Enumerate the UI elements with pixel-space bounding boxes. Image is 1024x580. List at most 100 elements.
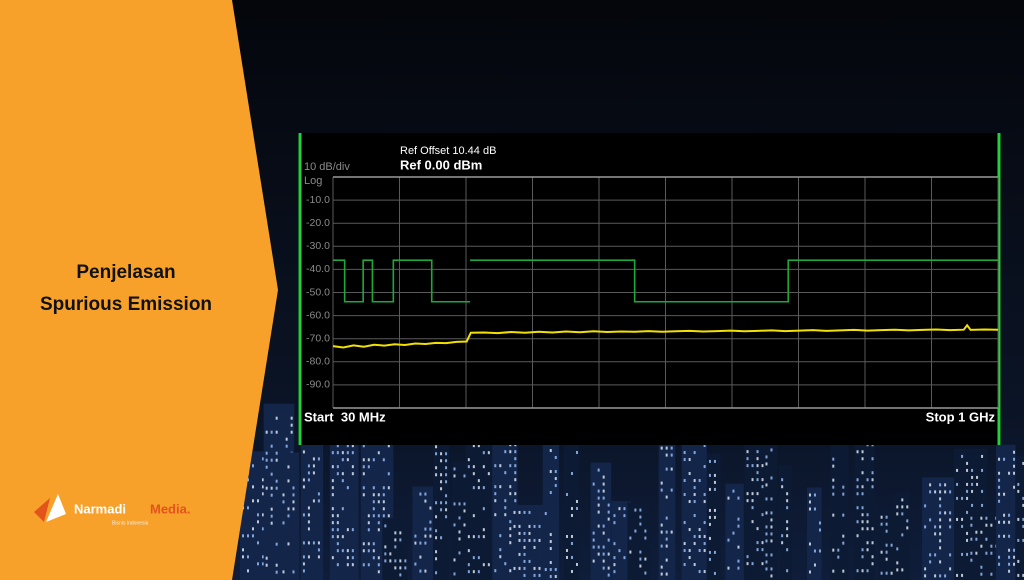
window-light (336, 535, 339, 539)
window-light (351, 549, 354, 553)
window-light (482, 528, 485, 532)
window-light (832, 548, 835, 552)
window-light (924, 567, 927, 571)
window-light (856, 450, 859, 454)
window-light (270, 430, 273, 434)
window-light (756, 464, 759, 468)
window-light (629, 550, 632, 554)
window-light (533, 538, 536, 542)
window-light (270, 507, 273, 511)
window-light (528, 538, 531, 542)
building (412, 486, 436, 580)
building (854, 430, 875, 580)
window-light (866, 548, 869, 552)
window-light (351, 465, 354, 469)
window-light (549, 568, 552, 572)
logo-icon (46, 494, 66, 522)
window-light (1022, 538, 1024, 542)
window-light (924, 525, 927, 529)
window-light (549, 575, 552, 579)
building (511, 504, 543, 580)
window-light (765, 483, 768, 487)
window-light (770, 476, 773, 480)
window-light (761, 464, 764, 468)
window-light (713, 487, 716, 491)
window-light (832, 513, 835, 517)
window-light (262, 555, 264, 559)
window-light (513, 524, 516, 528)
window-light (575, 506, 578, 510)
window-light (683, 493, 686, 497)
window-light (499, 555, 502, 559)
window-light (751, 520, 754, 524)
building (280, 452, 300, 580)
window-light (287, 507, 290, 511)
window-light (307, 520, 310, 524)
window-light (981, 468, 984, 472)
window-light (1003, 492, 1006, 496)
window-light (435, 536, 438, 540)
window-light (703, 570, 706, 574)
window-light (554, 456, 557, 460)
window-light (307, 471, 310, 475)
window-light (597, 524, 600, 528)
window-light (808, 570, 811, 574)
window-light (949, 567, 952, 571)
window-light (929, 518, 932, 522)
window-light (467, 465, 470, 469)
window-light (861, 569, 864, 573)
window-light (861, 471, 864, 475)
window-light (644, 571, 647, 575)
window-light (703, 500, 706, 504)
window-light (971, 468, 974, 472)
window-light (597, 552, 600, 556)
window-light (929, 483, 932, 487)
window-light (287, 465, 290, 469)
window-light (307, 555, 310, 559)
window-light (746, 464, 749, 468)
window-light (242, 548, 244, 552)
window-light (592, 559, 595, 563)
window-light (592, 545, 595, 549)
building (590, 462, 612, 580)
window-light (482, 465, 485, 469)
window-light (257, 562, 259, 566)
window-light (751, 492, 754, 496)
window-light (435, 466, 438, 470)
window-light (1017, 559, 1020, 563)
window-light (770, 511, 773, 515)
window-light (453, 572, 456, 576)
window-light (698, 535, 701, 539)
window-light (533, 524, 536, 528)
window-light (499, 548, 502, 552)
window-light (463, 502, 466, 506)
window-light (713, 473, 716, 477)
window-light (362, 465, 365, 469)
window-light (861, 450, 864, 454)
window-light (292, 500, 295, 504)
window-light (670, 446, 673, 450)
window-light (644, 529, 647, 533)
window-light (944, 490, 947, 494)
window-light (387, 486, 390, 490)
window-light (1013, 562, 1016, 566)
window-light (708, 522, 711, 526)
window-light (949, 490, 952, 494)
window-light (372, 542, 375, 546)
window-light (607, 538, 610, 542)
window-light (565, 534, 568, 538)
window-light (247, 555, 249, 559)
window-light (331, 556, 334, 560)
window-light (463, 509, 466, 513)
window-light (257, 541, 259, 545)
window-light (939, 539, 942, 543)
window-light (307, 527, 310, 531)
window-light (336, 451, 339, 455)
window-light (980, 530, 983, 534)
window-light (382, 500, 385, 504)
window-light (477, 570, 480, 574)
window-light (1013, 471, 1016, 475)
window-light (944, 574, 947, 578)
window-light (607, 573, 610, 577)
window-light (384, 552, 387, 556)
